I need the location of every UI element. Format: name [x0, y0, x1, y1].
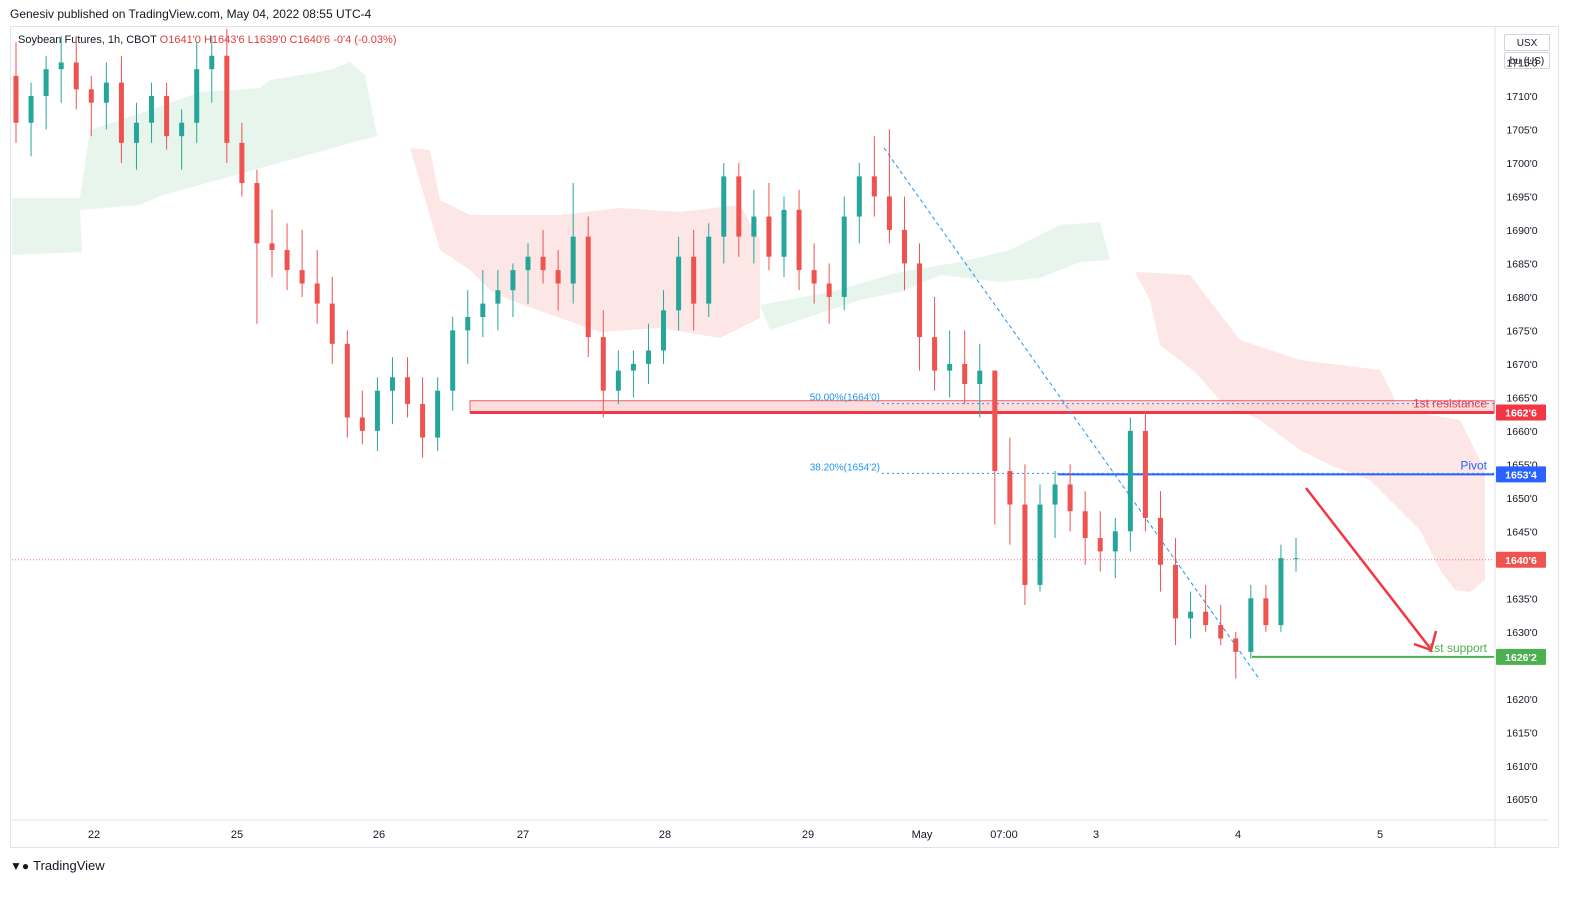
symbol-name[interactable]: Soybean Futures, 1h, CBOT	[18, 34, 157, 46]
ohlc-low: L1639'0	[247, 34, 287, 46]
unit-button[interactable]: bu (US)	[1504, 52, 1550, 69]
ohlc-open: O1641'0	[159, 34, 201, 46]
ohlc-high: H1643'6	[203, 34, 245, 46]
symbol-legend: Soybean Futures, 1h, CBOT O1641'0 H1643'…	[18, 34, 396, 46]
currency-button[interactable]: USX	[1504, 34, 1550, 51]
ohlc-close: C1640'6	[289, 34, 331, 46]
publisher-line: Genesiv published on TradingView.com, Ma…	[10, 7, 372, 21]
chart-frame	[10, 26, 1559, 848]
tradingview-logo-icon: ▼●	[10, 859, 30, 873]
ohlc-change: -0'4 (-0.03%)	[333, 34, 397, 46]
footer-brand[interactable]: ▼● TradingView	[10, 858, 105, 873]
